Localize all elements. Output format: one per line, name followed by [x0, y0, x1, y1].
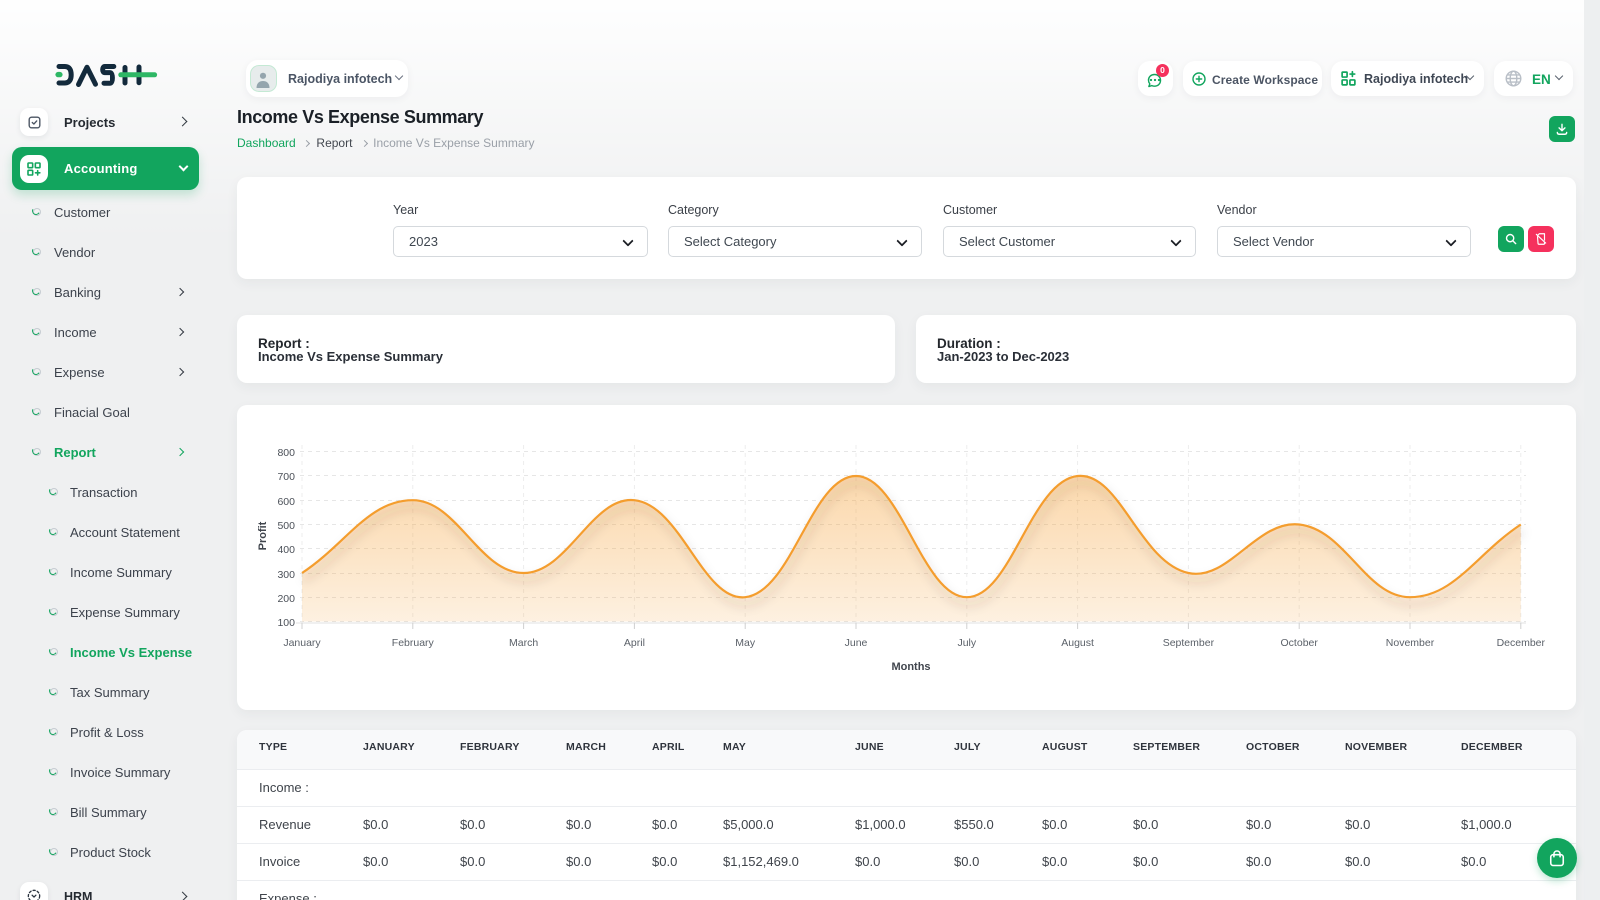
svg-text:November: November: [1386, 637, 1435, 649]
svg-text:May: May: [735, 637, 756, 649]
svg-text:April: April: [624, 637, 645, 649]
svg-text:July: July: [957, 637, 976, 649]
svg-text:August: August: [1061, 637, 1094, 649]
svg-text:March: March: [509, 637, 538, 649]
svg-text:100: 100: [277, 617, 295, 629]
svg-text:Profit: Profit: [257, 521, 269, 550]
svg-text:June: June: [845, 637, 868, 649]
svg-text:600: 600: [277, 496, 295, 508]
svg-text:October: October: [1281, 637, 1319, 649]
svg-text:800: 800: [277, 447, 295, 459]
svg-text:200: 200: [277, 593, 295, 605]
svg-text:December: December: [1497, 637, 1546, 649]
svg-text:300: 300: [277, 569, 295, 581]
svg-text:Months: Months: [891, 661, 930, 673]
svg-text:500: 500: [277, 520, 295, 532]
svg-text:400: 400: [277, 544, 295, 556]
svg-text:February: February: [392, 637, 435, 649]
svg-text:January: January: [283, 637, 321, 649]
svg-text:700: 700: [277, 471, 295, 483]
svg-text:September: September: [1163, 637, 1215, 649]
